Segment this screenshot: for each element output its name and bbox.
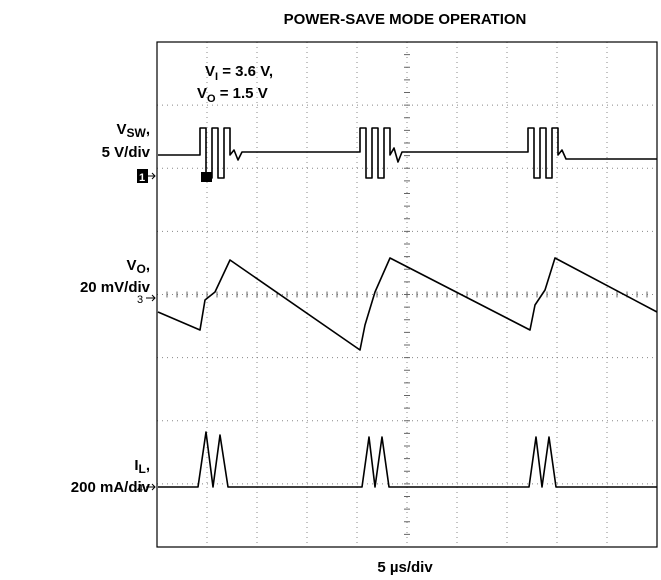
channel-name: IL, <box>134 457 150 476</box>
marker-arrow <box>146 483 156 491</box>
title: POWER-SAVE MODE OPERATION <box>284 11 527 28</box>
annotation-line: VO = 1.5 V <box>197 85 268 105</box>
channel-name: VO, <box>126 257 150 276</box>
channel-marker-box <box>137 169 148 183</box>
channel-marker: 3 <box>137 294 143 306</box>
channel-marker: 4 <box>137 483 143 495</box>
channel-marker: 1 <box>139 172 145 184</box>
marker-arrow <box>148 172 156 180</box>
vo-trace <box>157 257 658 351</box>
channel-scale: 5 V/div <box>102 144 151 161</box>
x-label: 5 µs/div <box>377 559 433 576</box>
channel-scale: 200 mA/div <box>71 479 151 496</box>
trigger-mark <box>201 172 212 182</box>
channel-name: VSW, <box>116 121 150 140</box>
annotation-line: VI = 3.6 V, <box>205 63 273 83</box>
channel-scale: 20 mV/div <box>80 279 151 296</box>
scope-frame <box>156 41 658 548</box>
vsw-trace <box>158 127 657 179</box>
scope-grid <box>156 41 658 548</box>
marker-arrow <box>146 294 156 302</box>
il-trace <box>158 431 657 488</box>
